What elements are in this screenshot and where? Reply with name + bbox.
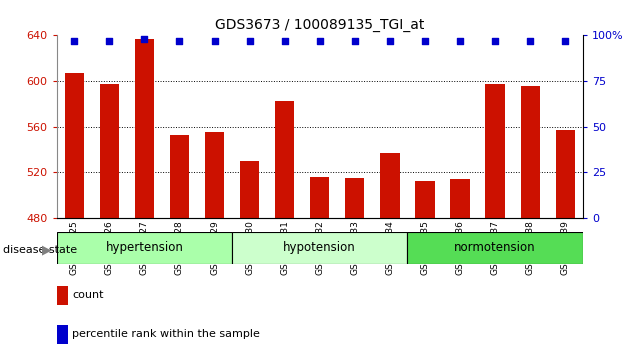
- Bar: [310, 177, 329, 218]
- Text: disease state: disease state: [3, 245, 77, 255]
- Bar: [556, 130, 575, 218]
- Text: hypertension: hypertension: [105, 241, 183, 254]
- Bar: [170, 135, 189, 218]
- Bar: [415, 181, 435, 218]
- Text: count: count: [72, 290, 104, 300]
- Bar: [65, 73, 84, 218]
- Point: [139, 36, 149, 42]
- Text: hypotension: hypotension: [284, 241, 356, 254]
- Bar: [408, 232, 583, 264]
- Point: [280, 38, 290, 44]
- Bar: [381, 153, 399, 218]
- Bar: [520, 86, 540, 218]
- Bar: [486, 84, 505, 218]
- Bar: [100, 84, 119, 218]
- Point: [350, 38, 360, 44]
- Title: GDS3673 / 100089135_TGI_at: GDS3673 / 100089135_TGI_at: [215, 18, 425, 32]
- Point: [455, 38, 465, 44]
- Text: normotension: normotension: [454, 241, 536, 254]
- Point: [420, 38, 430, 44]
- Bar: [205, 132, 224, 218]
- Bar: [135, 39, 154, 218]
- Point: [385, 38, 395, 44]
- Point: [560, 38, 570, 44]
- Point: [490, 38, 500, 44]
- Point: [525, 38, 535, 44]
- Point: [209, 38, 219, 44]
- Point: [244, 38, 255, 44]
- Point: [69, 38, 79, 44]
- Point: [314, 38, 324, 44]
- Bar: [345, 178, 364, 218]
- Bar: [450, 179, 469, 218]
- Point: [175, 38, 185, 44]
- Point: [104, 38, 114, 44]
- Text: ▶: ▶: [42, 243, 52, 256]
- Bar: [240, 161, 259, 218]
- Text: percentile rank within the sample: percentile rank within the sample: [72, 329, 260, 339]
- Bar: [275, 102, 294, 218]
- Bar: [57, 232, 232, 264]
- Bar: [232, 232, 408, 264]
